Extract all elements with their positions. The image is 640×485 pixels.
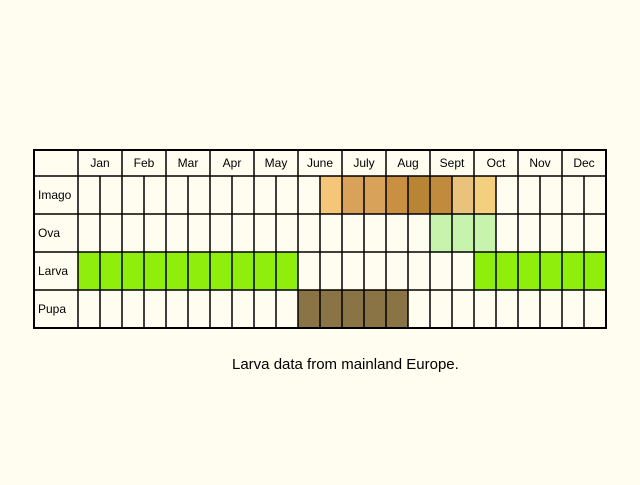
cell-pupa-12 <box>342 290 364 328</box>
cell-larva-7 <box>232 252 254 290</box>
month-label-dec: Dec <box>573 156 594 170</box>
cell-larva-8 <box>254 252 276 290</box>
cell-pupa-14 <box>386 290 408 328</box>
cell-imago-17 <box>452 176 474 214</box>
month-label-feb: Feb <box>134 156 155 170</box>
cell-larva-2 <box>122 252 144 290</box>
cell-larva-21 <box>540 252 562 290</box>
cell-ova-16 <box>430 214 452 252</box>
cell-ova-18 <box>474 214 496 252</box>
month-label-mar: Mar <box>178 156 199 170</box>
month-label-aug: Aug <box>397 156 418 170</box>
cell-pupa-10 <box>298 290 320 328</box>
month-label-nov: Nov <box>529 156 550 170</box>
cell-imago-16 <box>430 176 452 214</box>
cell-imago-15 <box>408 176 430 214</box>
cell-larva-18 <box>474 252 496 290</box>
cell-larva-3 <box>144 252 166 290</box>
cell-larva-22 <box>562 252 584 290</box>
cell-imago-13 <box>364 176 386 214</box>
month-label-apr: Apr <box>223 156 242 170</box>
month-label-may: May <box>265 156 288 170</box>
cell-larva-0 <box>78 252 100 290</box>
cell-pupa-13 <box>364 290 386 328</box>
cell-larva-1 <box>100 252 122 290</box>
cell-imago-11 <box>320 176 342 214</box>
month-label-june: June <box>307 156 333 170</box>
cell-larva-19 <box>496 252 518 290</box>
cell-larva-4 <box>166 252 188 290</box>
cell-imago-12 <box>342 176 364 214</box>
chart-caption: Larva data from mainland Europe. <box>232 356 459 373</box>
cell-imago-18 <box>474 176 496 214</box>
cell-larva-5 <box>188 252 210 290</box>
cell-larva-6 <box>210 252 232 290</box>
cell-imago-14 <box>386 176 408 214</box>
month-label-sept: Sept <box>440 156 465 170</box>
row-label-ova: Ova <box>38 226 60 240</box>
cell-pupa-11 <box>320 290 342 328</box>
row-label-pupa: Pupa <box>38 302 66 316</box>
month-label-oct: Oct <box>487 156 506 170</box>
cell-larva-20 <box>518 252 540 290</box>
cell-larva-9 <box>276 252 298 290</box>
row-label-larva: Larva <box>38 264 68 278</box>
cell-ova-17 <box>452 214 474 252</box>
month-label-jan: Jan <box>90 156 109 170</box>
row-label-imago: Imago <box>38 188 72 202</box>
cell-larva-23 <box>584 252 606 290</box>
month-label-july: July <box>353 156 374 170</box>
